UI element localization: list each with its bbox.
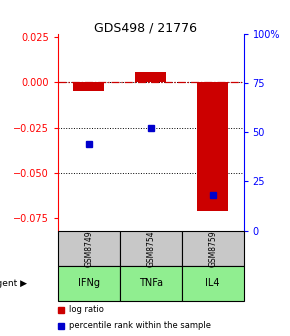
Text: log ratio: log ratio xyxy=(69,305,104,314)
Bar xyxy=(182,230,244,266)
Text: GSM8759: GSM8759 xyxy=(208,230,217,266)
Bar xyxy=(120,266,182,301)
Text: GDS498 / 21776: GDS498 / 21776 xyxy=(93,22,197,35)
Text: agent ▶: agent ▶ xyxy=(0,279,27,288)
Bar xyxy=(58,266,120,301)
Text: IFNg: IFNg xyxy=(78,279,100,288)
Bar xyxy=(58,230,120,266)
Bar xyxy=(135,72,166,82)
Text: TNFa: TNFa xyxy=(139,279,163,288)
Text: GSM8754: GSM8754 xyxy=(146,230,155,266)
Text: GSM8749: GSM8749 xyxy=(84,230,93,266)
Bar xyxy=(182,266,244,301)
Text: IL4: IL4 xyxy=(205,279,220,288)
Bar xyxy=(73,82,104,91)
Bar xyxy=(120,230,182,266)
Text: percentile rank within the sample: percentile rank within the sample xyxy=(69,321,211,330)
Bar xyxy=(197,82,228,211)
